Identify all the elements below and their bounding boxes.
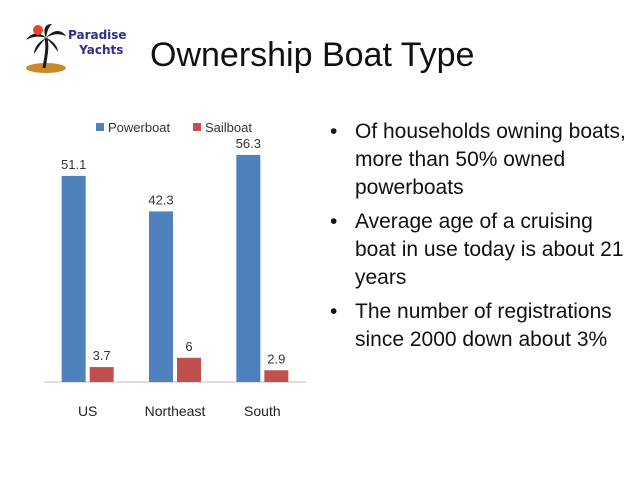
chart-legend: Powerboat Sailboat [96, 120, 252, 135]
slide-title: Ownership Boat Type [150, 36, 475, 74]
data-label-powerboat: 51.1 [61, 157, 86, 172]
bullet-item: The number of registrations since 2000 d… [330, 298, 630, 354]
x-tick-label: US [78, 403, 97, 419]
legend-label-powerboat: Powerboat [108, 120, 171, 135]
data-label-sailboat: 3.7 [93, 348, 111, 363]
palm-tree-icon [26, 24, 66, 73]
data-label-powerboat: 42.3 [148, 192, 173, 207]
legend-swatch-sailboat [193, 123, 201, 131]
bar-sailboat [177, 357, 201, 382]
bullet-list: Of households owning boats, more than 50… [330, 118, 630, 360]
bullet-item: Of households owning boats, more than 50… [330, 118, 630, 202]
x-tick-label: South [244, 403, 281, 419]
data-label-powerboat: 56.3 [236, 136, 261, 151]
bar-powerboat [61, 175, 86, 382]
logo-line-2: Yachts [79, 43, 124, 57]
data-label-sailboat: 6 [185, 339, 192, 354]
logo-text: Paradise Yachts [68, 28, 127, 58]
bar-powerboat [236, 154, 261, 382]
data-label-sailboat: 2.9 [267, 351, 285, 366]
bullet-item: Average age of a cruising boat in use to… [330, 208, 630, 292]
paradise-yachts-logo: Paradise Yachts [24, 22, 136, 78]
bar-sailboat [264, 370, 289, 382]
plot-area: 51.1 3.7 US 42.3 6 Northeast 56.3 2.9 South [44, 136, 306, 419]
bar-sailboat [89, 367, 114, 382]
legend-swatch-powerboat [96, 123, 104, 131]
bar-powerboat [149, 211, 173, 382]
x-tick-label: Northeast [145, 403, 206, 419]
legend-label-sailboat: Sailboat [205, 120, 252, 135]
logo-line-1: Paradise [68, 28, 127, 42]
